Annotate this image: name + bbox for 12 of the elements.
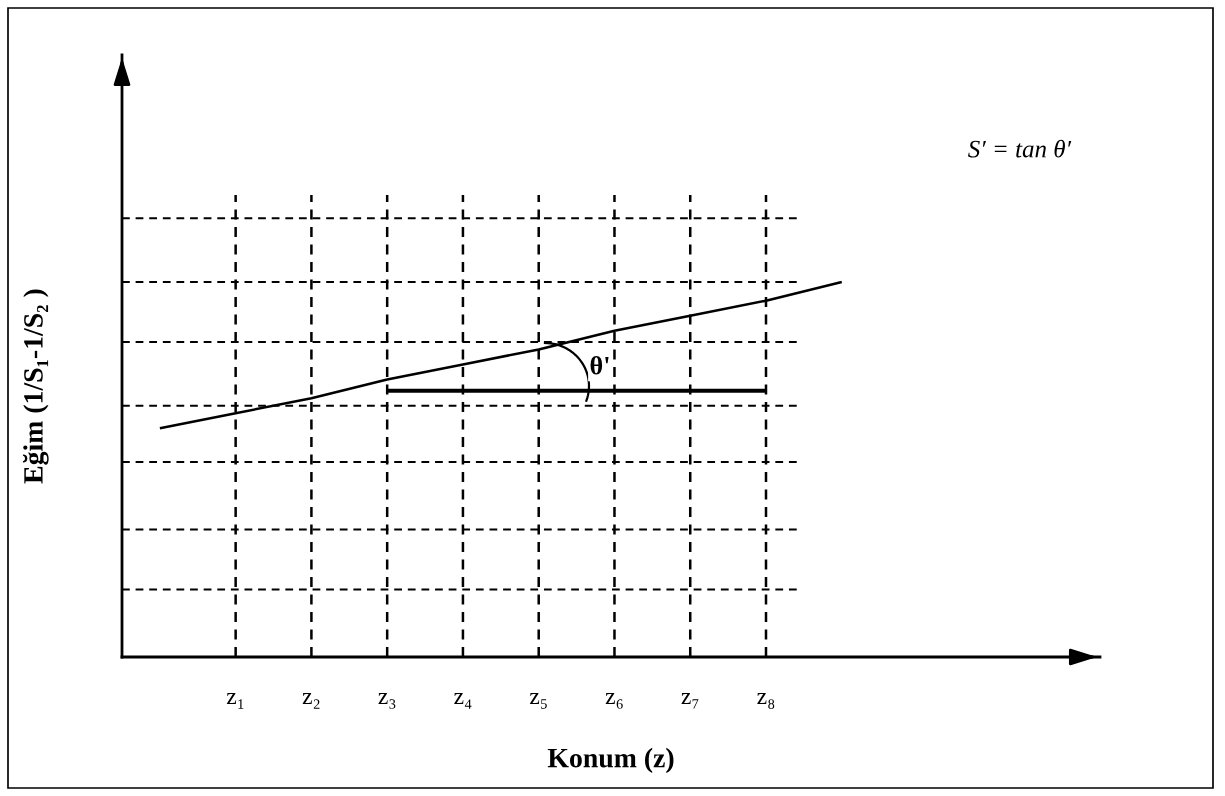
x-tick-label: z₆ [605, 693, 623, 709]
x-tick-label: z₂ [302, 693, 320, 709]
x-tick-label: z₇ [681, 693, 699, 709]
x-tick-label: z₃ [378, 693, 396, 709]
y-axis-title: Eğim (1/S₁-1/S₂ ) [22, 289, 49, 484]
annotation: θ' [590, 355, 609, 375]
x-tick-label: z₈ [757, 693, 775, 709]
x-tick-label: z₁ [226, 693, 244, 709]
text: S′ = tan θ′ [968, 139, 1072, 158]
x-tick-label: z₅ [529, 693, 547, 709]
x-tick-label: z₄ [454, 693, 472, 709]
x-axis-title: Konum (z) [547, 747, 674, 774]
